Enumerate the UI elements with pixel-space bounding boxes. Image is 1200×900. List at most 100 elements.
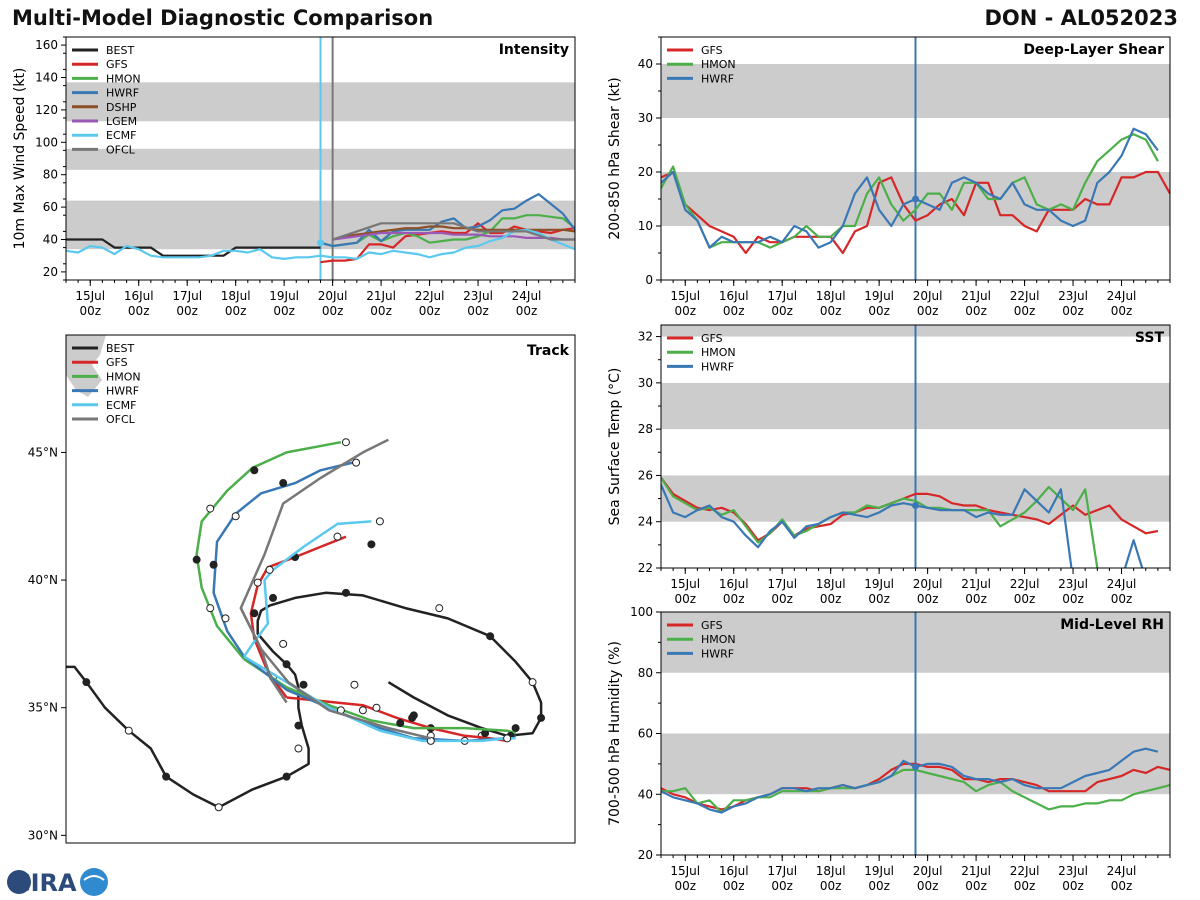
x-tick-hour: 00z	[917, 304, 939, 318]
x-tick-hour: 00z	[1111, 304, 1133, 318]
legend-label-ofcl: OFCL	[106, 143, 136, 156]
x-tick-hour: 00z	[723, 304, 745, 318]
track-marker-hmon	[192, 555, 201, 564]
x-tick-day: 16Jul	[719, 289, 749, 303]
x-tick-hour: 00z	[868, 304, 890, 318]
x-tick-day: 16Jul	[719, 864, 749, 878]
x-tick-hour: 00z	[771, 879, 793, 893]
y-axis-label: Sea Surface Temp (°C)	[607, 368, 623, 526]
x-tick-hour: 00z	[723, 879, 745, 893]
y-axis-label: 10m Max Wind Speed (kt)	[12, 68, 28, 250]
track-marker-hmon	[408, 713, 417, 722]
track-marker-gfs	[481, 729, 490, 738]
track-marker-best	[282, 660, 291, 669]
x-tick-hour: 00z	[820, 304, 842, 318]
x-tick-day: 18Jul	[816, 577, 846, 591]
y-tick-label: 28	[638, 422, 653, 436]
x-tick-hour: 00z	[771, 592, 793, 603]
x-tick-day: 17Jul	[172, 289, 202, 303]
track-ecmf-1	[243, 520, 372, 658]
x-tick-hour: 00z	[79, 304, 101, 318]
x-tick-day: 21Jul	[961, 864, 991, 878]
legend-label-gfs: GFS	[701, 332, 723, 345]
plot-area	[661, 325, 1170, 568]
x-tick-hour: 00z	[868, 592, 890, 603]
plot-area	[661, 37, 1170, 280]
x-tick-day: 20Jul	[318, 289, 348, 303]
legend-label-best: BEST	[106, 342, 134, 355]
legend-label-hmon: HMON	[701, 346, 736, 359]
track-marker-best	[282, 772, 291, 781]
x-tick-day: 18Jul	[221, 289, 251, 303]
y-axis-label: 200-850 hPa Shear (kt)	[607, 77, 623, 239]
legend-label-hwrf: HWRF	[701, 647, 734, 660]
x-tick-hour: 00z	[674, 304, 696, 318]
x-tick-hour: 00z	[965, 592, 987, 603]
legend-label-best: BEST	[106, 44, 134, 57]
x-tick-hour: 00z	[176, 304, 198, 318]
track-marker-hwrf	[299, 680, 308, 689]
series-hwrf	[661, 484, 1144, 568]
track-marker-best	[162, 772, 171, 781]
x-tick-hour: 00z	[674, 879, 696, 893]
x-tick-hour: 00z	[1062, 592, 1084, 603]
x-tick-hour: 00z	[516, 304, 538, 318]
plot-area	[661, 612, 1170, 855]
series-gfs	[320, 222, 575, 264]
cira-logo: CIRA	[4, 866, 108, 898]
y-tick-label: 30	[638, 111, 653, 125]
satellite-icon	[80, 868, 108, 896]
track-best-1	[66, 591, 543, 809]
y-tick-label: 60	[638, 727, 653, 741]
track-marker-gfs	[250, 609, 259, 618]
init-marker	[912, 763, 919, 771]
legend-label-lgem: LGEM	[106, 115, 137, 128]
y-tick-label: 40	[638, 787, 653, 801]
legend-label-hmon: HMON	[701, 58, 736, 71]
track-ofcl-1	[239, 438, 389, 704]
track-marker-ecmf	[279, 639, 288, 648]
x-tick-hour: 00z	[1062, 304, 1084, 318]
x-tick-day: 23Jul	[1058, 289, 1088, 303]
x-tick-day: 15Jul	[670, 289, 700, 303]
x-tick-hour: 00z	[273, 304, 295, 318]
track-marker-hmon	[372, 703, 381, 712]
track-marker-hmon	[341, 438, 350, 447]
x-tick-day: 15Jul	[75, 289, 105, 303]
x-tick-hour: 00z	[322, 304, 344, 318]
sst-chart: 22242628303215Jul00z16Jul00z17Jul00z18Ju…	[607, 324, 1171, 603]
lat-tick-label: 45°N	[28, 445, 58, 459]
x-tick-day: 22Jul	[1010, 289, 1040, 303]
track-marker-gfs	[367, 540, 376, 549]
y-tick-label: 32	[638, 330, 653, 344]
track-marker-best	[294, 721, 303, 730]
map-area	[66, 335, 546, 812]
y-tick-label: 26	[638, 468, 653, 482]
init-marker	[317, 239, 324, 247]
y-tick-label: 100	[35, 135, 58, 149]
x-tick-day: 18Jul	[816, 289, 846, 303]
track-marker-best	[350, 680, 359, 689]
x-tick-day: 23Jul	[463, 289, 493, 303]
x-tick-day: 24Jul	[1107, 577, 1137, 591]
x-tick-day: 20Jul	[913, 864, 943, 878]
track-marker-best	[124, 726, 133, 735]
legend-label-ecmf: ECMF	[106, 399, 136, 412]
x-tick-hour: 00z	[467, 304, 489, 318]
legend-label-gfs: GFS	[106, 58, 128, 71]
x-tick-hour: 00z	[419, 304, 441, 318]
track-marker-ecmf	[503, 734, 512, 743]
y-axis-label: 700-500 hPa Humidity (%)	[607, 641, 623, 826]
x-tick-day: 17Jul	[767, 577, 797, 591]
x-tick-day: 21Jul	[366, 289, 396, 303]
track-marker-best	[341, 588, 350, 597]
y-tick-label: 10	[638, 219, 653, 233]
y-tick-label: 100	[630, 605, 653, 619]
panel-title: SST	[1135, 330, 1165, 346]
x-tick-day: 21Jul	[961, 289, 991, 303]
x-tick-day: 21Jul	[961, 577, 991, 591]
y-tick-label: 20	[638, 848, 653, 862]
track-marker-hwrf	[279, 479, 288, 488]
track-marker-hwrf	[352, 458, 361, 467]
track-marker-best	[268, 593, 277, 602]
